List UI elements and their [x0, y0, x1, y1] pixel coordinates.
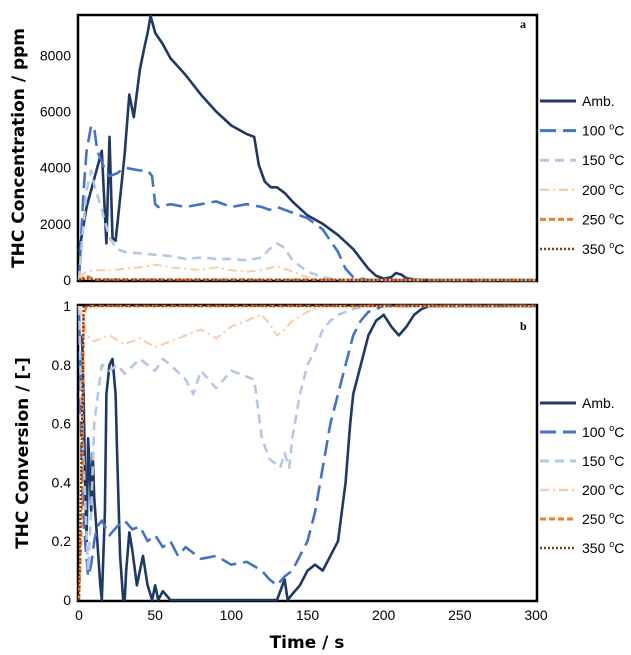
panel-a-y-axis-title: THC Concentration / ppm — [9, 28, 29, 268]
series-line — [77, 304, 536, 601]
panel-b-x-ticks: 0 50 100 150 200 250 300 — [75, 607, 548, 623]
x-tick-label: 150 — [296, 607, 320, 623]
y-tick-label: 6000 — [40, 103, 71, 119]
legend-label: 200 oC — [582, 181, 624, 198]
legend-label: 350 oC — [582, 240, 624, 257]
series-line — [77, 304, 536, 601]
panel-a-frame — [76, 13, 539, 283]
y-tick-label: 0.8 — [52, 357, 72, 373]
y-tick-label: 4000 — [40, 160, 71, 176]
series-line — [78, 305, 536, 349]
y-tick-label: 0 — [63, 592, 71, 608]
panel-b-y-axis-title: THC Conversion / [-] — [13, 357, 33, 549]
y-tick-label: 0.2 — [52, 533, 72, 549]
series-line — [78, 277, 537, 282]
y-tick-label: 0.4 — [52, 474, 72, 490]
x-tick-label: 300 — [524, 607, 548, 623]
series-line — [77, 169, 536, 282]
series-line — [78, 263, 536, 281]
panel-b-x-axis-title: Time / s — [270, 633, 345, 653]
series-line — [77, 304, 536, 572]
legend-label: 250 oC — [582, 210, 624, 227]
panel-b-frame — [76, 303, 539, 603]
legend-label: 150 oC — [582, 452, 624, 469]
panel-b-y-ticks: 0 0.2 0.4 0.6 0.8 1 — [52, 298, 72, 608]
y-tick-label: 1 — [63, 298, 71, 314]
series-line — [77, 124, 536, 282]
panel-a-label: a — [520, 17, 526, 31]
panel-b: b THC Conversion / [-] Time / s 00.20.40… — [13, 298, 624, 653]
panel-b-legend: Amb. 100 oC 150 oC 200 oC 250 oC 350 oC — [540, 395, 624, 556]
legend-label: 150 oC — [582, 151, 624, 168]
x-tick-label: 100 — [220, 607, 244, 623]
legend-label: 200 oC — [582, 481, 624, 498]
x-tick-label: 200 — [372, 607, 396, 623]
legend-label: Amb. — [582, 395, 615, 411]
legend-label: 350 oC — [582, 539, 624, 556]
panel-a-legend: Amb. 100 oC 150 oC 200 oC 250 oC 350 oC — [540, 93, 624, 257]
x-tick-label: 0 — [75, 607, 83, 623]
panel-a-y-ticks: 0 2000 4000 6000 8000 — [40, 47, 71, 288]
y-tick-label: 0.6 — [52, 416, 72, 432]
panel-b-series — [77, 304, 536, 602]
legend-label: 250 oC — [582, 510, 624, 527]
panel-b-label: b — [520, 319, 527, 333]
x-tick-label: 250 — [448, 607, 472, 623]
legend-label: 100 oC — [582, 423, 624, 440]
y-tick-label: 2000 — [40, 216, 71, 232]
series-line — [80, 304, 536, 602]
series-line — [77, 304, 536, 587]
panel-a-series — [77, 14, 537, 282]
legend-label: Amb. — [582, 93, 615, 109]
x-tick-label: 50 — [147, 607, 163, 623]
legend-label: 100 oC — [582, 122, 624, 139]
panel-a: a THC Concentration / ppm 0 2000 4000 6000 8… — [9, 13, 624, 288]
y-tick-label: 0 — [63, 272, 71, 288]
series-line — [77, 14, 536, 282]
y-tick-label: 8000 — [40, 47, 71, 63]
